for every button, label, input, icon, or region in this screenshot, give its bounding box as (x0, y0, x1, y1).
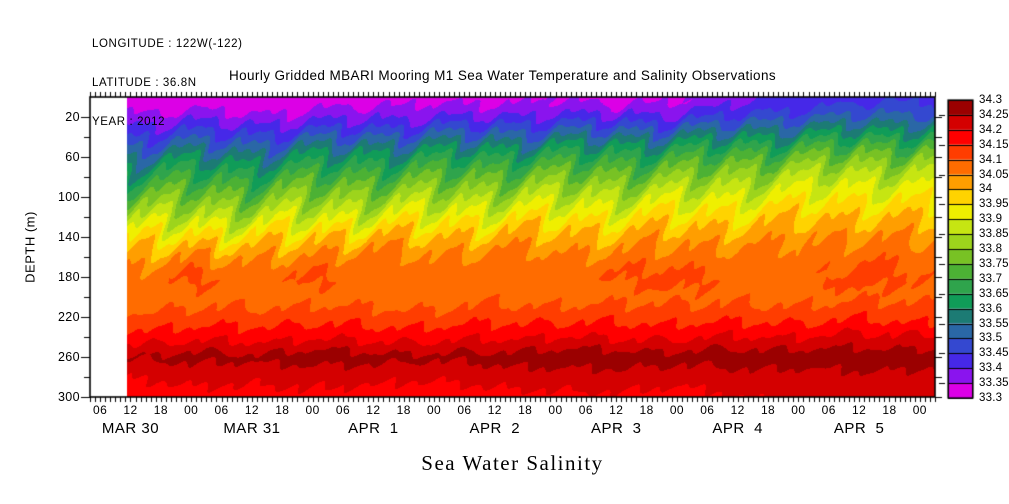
colorbar-tick-label: 34.15 (979, 138, 1009, 151)
hour-tick-label: 12 (852, 403, 867, 417)
hour-tick-label: 00 (912, 403, 927, 417)
colorbar-tick-label: 34.25 (979, 108, 1009, 121)
day-label: APR 3 (590, 420, 642, 437)
hour-tick-label: 12 (730, 403, 745, 417)
metadata-block: LONGITUDE : 122W(-122) LATITUDE : 36.8N … (92, 12, 243, 155)
depth-tick-label: 140 (57, 230, 80, 244)
hour-tick-label: 06 (335, 403, 351, 417)
hour-tick-label: 06 (457, 403, 472, 417)
colorbar-tick-label: 33.55 (979, 317, 1009, 330)
colorbar-tick-label: 33.5 (979, 332, 1003, 345)
hour-tick-label: 00 (669, 403, 685, 417)
colorbar-tick-label: 33.45 (979, 347, 1009, 360)
hour-tick-label: 18 (275, 403, 290, 417)
day-label: MAR 31 (223, 420, 281, 437)
hour-tick-label: 00 (791, 403, 806, 417)
colorbar-tick-label: 34.1 (979, 153, 1003, 166)
day-label: APR 1 (348, 420, 399, 437)
hour-tick-label: 00 (548, 403, 563, 417)
hour-tick-label: 06 (578, 403, 593, 417)
hour-tick-label: 06 (821, 403, 836, 417)
colorbar-tick-label: 34.3 (979, 94, 1003, 106)
depth-axis-label: DEPTH (m) (22, 211, 38, 283)
colorbar-tick-label: 33.7 (979, 272, 1003, 285)
hour-tick-label: 18 (882, 403, 897, 417)
longitude-label: LONGITUDE : 122W(-122) (92, 38, 243, 50)
day-label: APR 2 (469, 420, 521, 437)
hour-tick-label: 12 (244, 403, 259, 417)
hour-tick-label: 18 (760, 403, 776, 417)
colorbar-tick-label: 34 (979, 183, 993, 196)
hour-tick-label: 06 (214, 403, 229, 417)
hour-tick-label: 18 (153, 403, 168, 417)
colorbar-tick-label: 33.75 (979, 257, 1009, 270)
depth-tick-label: 260 (57, 350, 80, 364)
depth-tick-label: 300 (57, 390, 80, 404)
colorbar-tick-label: 33.85 (979, 228, 1009, 241)
hour-tick-label: 06 (93, 403, 108, 417)
colorbar-tick-label: 33.95 (979, 198, 1009, 211)
depth-tick-label: 180 (57, 270, 80, 284)
colorbar-tick-label: 34.2 (979, 123, 1003, 136)
colorbar-tick-label: 33.9 (979, 213, 1003, 226)
hour-tick-label: 00 (426, 403, 442, 417)
depth-tick-label: 220 (57, 310, 80, 324)
chart-title: Hourly Gridded MBARI Mooring M1 Sea Wate… (228, 68, 777, 83)
hour-tick-label: 12 (366, 403, 381, 417)
colorbar-tick-label: 34.05 (979, 168, 1009, 181)
colorbar-tick-label: 33.35 (979, 377, 1009, 390)
day-label: MAR 30 (101, 420, 160, 437)
day-label: APR 4 (712, 420, 763, 437)
latitude-label: LATITUDE : 36.8N (92, 77, 197, 89)
hour-tick-label: 06 (700, 403, 715, 417)
hour-tick-label: 18 (639, 403, 654, 417)
depth-tick-label: 100 (57, 190, 80, 204)
hour-tick-label: 00 (184, 403, 199, 417)
hour-tick-label: 18 (518, 403, 533, 417)
colorbar-tick-label: 33.8 (979, 243, 1003, 255)
year-label: YEAR : 2012 (92, 116, 166, 128)
variable-name-label: Sea Water Salinity (421, 451, 604, 475)
colorbar-tick-label: 33.4 (979, 362, 1003, 375)
hour-tick-label: 00 (305, 403, 320, 417)
depth-tick-label: 60 (65, 150, 80, 164)
colorbar-tick-label: 33.6 (979, 302, 1003, 315)
day-label: APR 5 (833, 420, 885, 437)
colorbar-tick-label: 33.65 (979, 287, 1009, 300)
depth-tick-label: 20 (65, 110, 80, 124)
hour-tick-label: 12 (609, 403, 624, 417)
hour-tick-label: 18 (396, 403, 411, 417)
hour-tick-label: 12 (487, 403, 502, 417)
colorbar-tick-label: 33.3 (979, 392, 1003, 404)
hour-tick-label: 12 (123, 403, 138, 417)
